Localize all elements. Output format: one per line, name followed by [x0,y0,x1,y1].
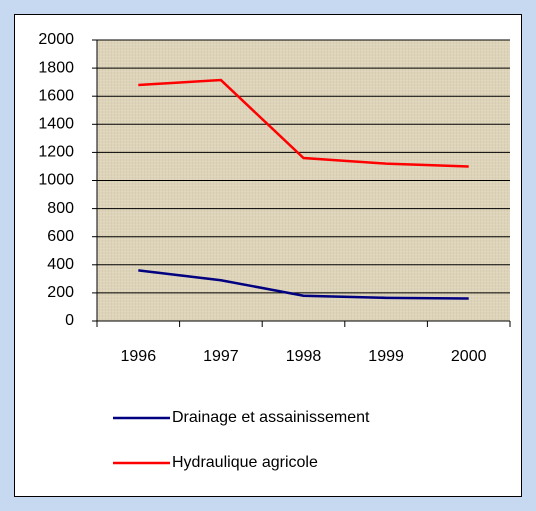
y-tick-label: 2000 [38,31,74,48]
legend-label: Drainage et assainissement [172,409,370,426]
y-tick-label: 1000 [38,172,74,189]
y-tick-label: 1400 [38,116,74,133]
series-line [138,269,469,300]
y-tick-label: 0 [65,312,74,329]
y-tick-label: 400 [47,256,74,273]
series-line [138,78,469,168]
y-tick-label: 1200 [38,144,74,161]
legend-label: Hydraulique agricole [172,454,318,471]
x-tick-label: 1999 [368,348,404,365]
y-tick-label: 800 [47,200,74,217]
y-tick-label: 1600 [38,87,74,104]
y-tick-label: 1800 [38,59,74,76]
x-tick-label: 1997 [203,348,239,365]
y-tick-label: 600 [47,228,74,245]
y-tick-label: 200 [47,284,74,301]
x-tick-label: 1996 [121,348,157,365]
x-tick-label: 2000 [451,348,487,365]
x-tick-label: 1998 [286,348,322,365]
